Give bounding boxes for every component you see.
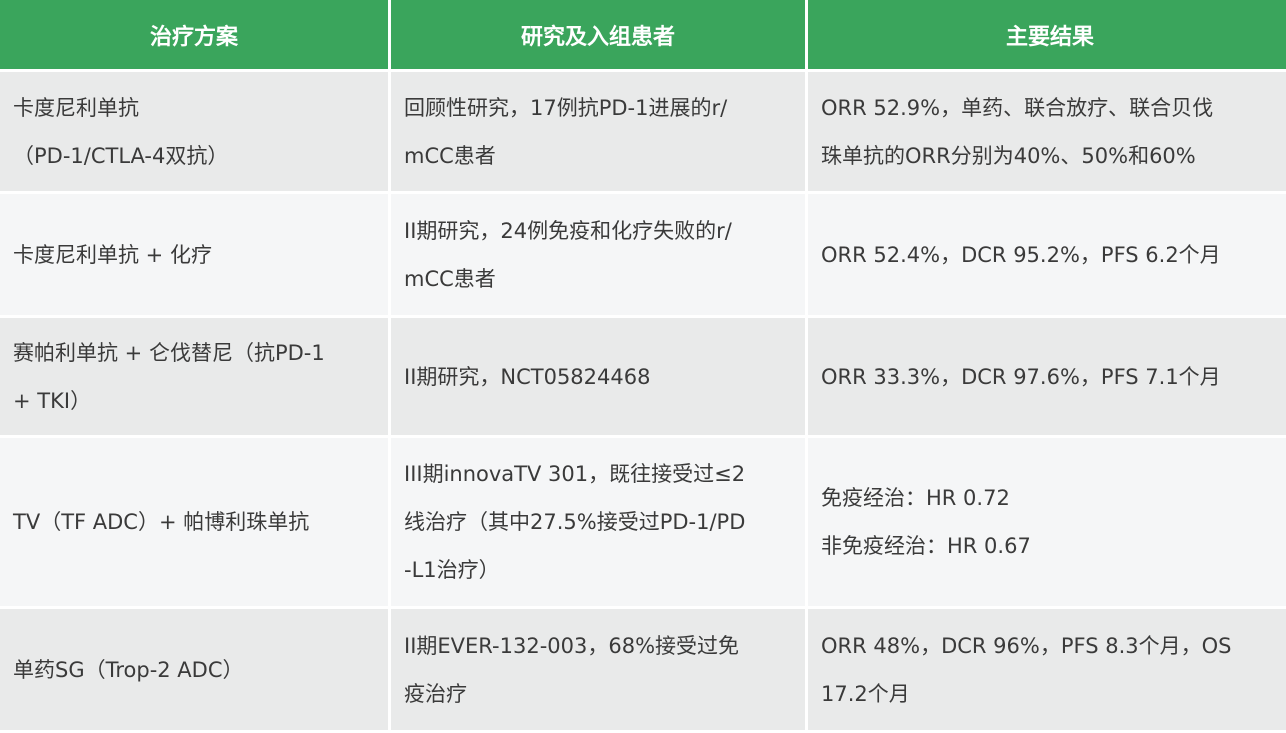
cell-text: 非免疫经治：HR 0.67 bbox=[821, 534, 1031, 558]
cell-text: 卡度尼利单抗 bbox=[13, 95, 139, 120]
cell-text: ORR 48%，DCR 96%，PFS 8.3个月，OS bbox=[821, 633, 1232, 658]
cell-text: 疫治疗 bbox=[404, 681, 467, 706]
table-row: 卡度尼利单抗 + 化疗 II期研究，24例免疫和化疗失败的r/mCC患者 ORR 5… bbox=[0, 194, 1286, 315]
cell-result: 免疫经治：HR 0.72 非免疫经治：HR 0.67 bbox=[808, 438, 1286, 606]
cell-text: 回顾性研究，17例抗PD-1进展的r/ bbox=[404, 95, 728, 120]
cell-text: TV（TF ADC）+ 帕博利珠单抗 bbox=[13, 510, 310, 534]
cell-text: ORR 52.9%，单药、联合放疗、联合贝伐 bbox=[821, 95, 1214, 120]
cell-study: II期研究，NCT05824468 bbox=[391, 318, 805, 435]
cell-text: 卡度尼利单抗 + 化疗 bbox=[13, 242, 212, 267]
header-row: 治疗方案 研究及入组患者 主要结果 bbox=[0, 0, 1286, 69]
cell-treatment: TV（TF ADC）+ 帕博利珠单抗 bbox=[0, 438, 388, 606]
cell-result: ORR 33.3%，DCR 97.6%，PFS 7.1个月 bbox=[808, 318, 1286, 435]
cell-text: II期研究，NCT05824468 bbox=[404, 364, 651, 389]
cell-text: 17.2个月 bbox=[821, 681, 910, 706]
table-row: 单药SG（Trop-2 ADC） II期EVER-132-003，68%接受过免疫… bbox=[0, 609, 1286, 730]
cell-text: III期innovaTV 301，既往接受过≤2 bbox=[404, 462, 746, 486]
cell-study: III期innovaTV 301，既往接受过≤2 线治疗（其中27.5%接受过PD… bbox=[391, 438, 805, 606]
cell-text: + TKI） bbox=[13, 388, 92, 413]
header-result: 主要结果 bbox=[808, 0, 1286, 69]
header-treatment: 治疗方案 bbox=[0, 0, 388, 69]
cell-treatment: 卡度尼利单抗 （PD-1/CTLA-4双抗） bbox=[0, 72, 388, 191]
table-row: 卡度尼利单抗 （PD-1/CTLA-4双抗） 回顾性研究，17例抗PD-1进展的r/… bbox=[0, 72, 1286, 191]
table-row: TV（TF ADC）+ 帕博利珠单抗 III期innovaTV 301，既往接受过… bbox=[0, 438, 1286, 606]
cell-text: 线治疗（其中27.5%接受过PD-1/PD bbox=[404, 510, 746, 534]
header-study: 研究及入组患者 bbox=[391, 0, 805, 69]
cell-text: 免疫经治：HR 0.72 bbox=[821, 486, 1010, 510]
cell-text: mCC患者 bbox=[404, 266, 496, 291]
cell-text: （PD-1/CTLA-4双抗） bbox=[13, 143, 229, 168]
cell-treatment: 赛帕利单抗 + 仑伐替尼（抗PD-1 + TKI） bbox=[0, 318, 388, 435]
cell-result: ORR 48%，DCR 96%，PFS 8.3个月，OS 17.2个月 bbox=[808, 609, 1286, 730]
cell-text: 单药SG（Trop-2 ADC） bbox=[13, 657, 244, 682]
cell-study: II期研究，24例免疫和化疗失败的r/mCC患者 bbox=[391, 194, 805, 315]
cell-result: ORR 52.4%，DCR 95.2%，PFS 6.2个月 bbox=[808, 194, 1286, 315]
cell-text: -L1治疗） bbox=[404, 558, 500, 582]
cell-text: mCC患者 bbox=[404, 143, 496, 168]
cell-study: II期EVER-132-003，68%接受过免 疫治疗 bbox=[391, 609, 805, 730]
cell-text: II期研究，24例免疫和化疗失败的r/ bbox=[404, 218, 732, 243]
cell-text: II期EVER-132-003，68%接受过免 bbox=[404, 633, 740, 658]
cell-treatment: 卡度尼利单抗 + 化疗 bbox=[0, 194, 388, 315]
cell-text: ORR 52.4%，DCR 95.2%，PFS 6.2个月 bbox=[821, 242, 1221, 267]
cell-treatment: 单药SG（Trop-2 ADC） bbox=[0, 609, 388, 730]
cell-text: 赛帕利单抗 + 仑伐替尼（抗PD-1 bbox=[13, 340, 325, 365]
cell-text: 珠单抗的ORR分别为40%、50%和60% bbox=[821, 143, 1196, 168]
cell-result: ORR 52.9%，单药、联合放疗、联合贝伐 珠单抗的ORR分别为40%、50%和… bbox=[808, 72, 1286, 191]
cell-text: ORR 33.3%，DCR 97.6%，PFS 7.1个月 bbox=[821, 364, 1221, 389]
cell-study: 回顾性研究，17例抗PD-1进展的r/mCC患者 bbox=[391, 72, 805, 191]
table-row: 赛帕利单抗 + 仑伐替尼（抗PD-1 + TKI） II期研究，NCT0582446… bbox=[0, 318, 1286, 435]
